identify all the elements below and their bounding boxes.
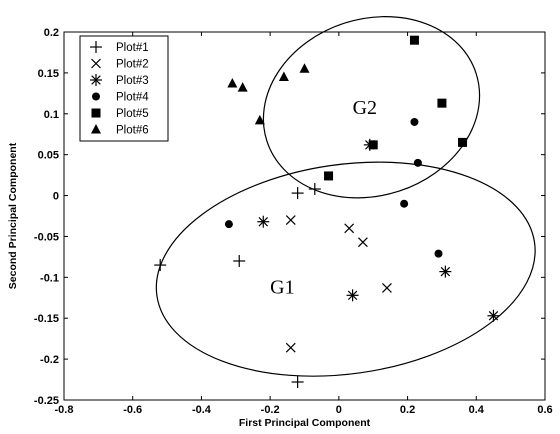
point-plot1: [292, 376, 304, 388]
point-plot1: [233, 255, 245, 267]
point-plot3: [257, 216, 269, 228]
point-plot5: [410, 36, 419, 45]
y-tick-label: -0.2: [40, 354, 59, 366]
x-tick-label: 0.4: [469, 404, 485, 416]
y-tick-label: 0.2: [44, 27, 59, 39]
y-tick-label: 0: [53, 191, 59, 203]
legend-marker-plot5: [92, 109, 101, 118]
x-tick-label: 0: [336, 404, 342, 416]
y-tick-label: -0.05: [34, 231, 59, 243]
x-tick-label: -0.2: [261, 404, 280, 416]
point-plot4: [225, 220, 233, 228]
point-plot3: [439, 266, 451, 278]
legend-label: Plot#5: [116, 108, 149, 120]
point-plot1: [154, 259, 166, 271]
x-tick-label: 0.6: [537, 404, 552, 416]
point-plot4: [410, 118, 418, 126]
y-tick-label: 0.05: [38, 150, 59, 162]
legend: Plot#1 Plot#2 Plot#3 Plot#4 Plot#5 Plot#6: [80, 36, 168, 141]
y-tick-label: 0.15: [38, 68, 59, 80]
point-plot6: [227, 78, 237, 88]
point-plot2: [286, 216, 295, 225]
point-plot5: [437, 99, 446, 108]
point-plot6: [300, 63, 310, 73]
point-plot3: [347, 289, 359, 301]
point-plot4: [400, 200, 408, 208]
x-tick-label: -0.4: [192, 404, 212, 416]
legend-label: Plot#6: [116, 125, 149, 137]
y-tick-label: 0.1: [44, 109, 59, 121]
legend-marker-plot3: [90, 74, 102, 86]
y-tick-label: -0.25: [34, 395, 59, 407]
ellipse-g1: [142, 139, 549, 399]
point-plot2: [345, 224, 354, 233]
point-plot5: [369, 140, 378, 149]
y-tick-label: -0.15: [34, 313, 59, 325]
legend-label: Plot#1: [116, 42, 149, 54]
point-plot2: [286, 343, 295, 352]
point-plot1: [292, 187, 304, 199]
point-plot6: [238, 82, 248, 92]
point-plot5: [324, 171, 333, 180]
legend-label: Plot#4: [116, 92, 149, 104]
point-plot4: [414, 159, 422, 167]
x-tick-label: -0.6: [123, 404, 142, 416]
x-axis-label: First Principal Component: [239, 417, 371, 429]
point-plot3: [487, 310, 499, 322]
group-label-g2: G2: [353, 97, 377, 119]
x-tick-label: 0.2: [400, 404, 415, 416]
point-plot2: [382, 283, 391, 292]
legend-label: Plot#2: [116, 59, 149, 71]
legend-label: Plot#3: [116, 75, 149, 87]
point-plot1: [309, 183, 321, 195]
y-tick-label: -0.1: [40, 272, 59, 284]
group-ellipses: [142, 0, 549, 399]
group-label-g1: G1: [270, 277, 294, 299]
point-plot6: [279, 71, 289, 81]
legend-marker-plot4: [92, 93, 100, 101]
point-plot2: [358, 238, 367, 247]
point-plot5: [458, 138, 467, 147]
y-axis-label: Second Principal Component: [7, 142, 19, 289]
point-plot4: [434, 250, 442, 258]
